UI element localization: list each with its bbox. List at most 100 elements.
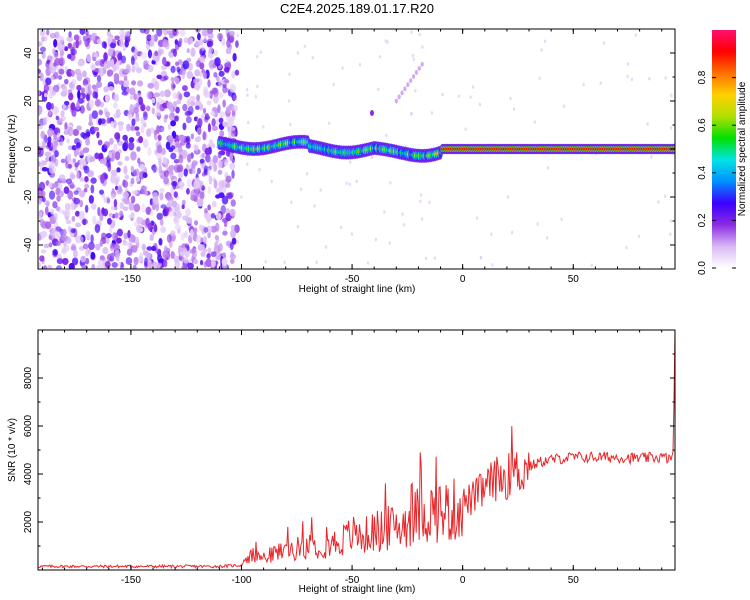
- noise-cell: [420, 61, 424, 67]
- noise-cell: [410, 30, 413, 34]
- noise-cell: [299, 187, 303, 192]
- noise-cell: [103, 173, 109, 180]
- noise-cell: [137, 80, 144, 87]
- noise-cell: [180, 232, 185, 241]
- noise-cell: [151, 97, 156, 104]
- noise-cell: [103, 52, 108, 62]
- noise-cell: [193, 78, 197, 84]
- noise-cell: [119, 38, 124, 48]
- noise-cell: [256, 84, 259, 89]
- noise-cell: [170, 230, 176, 236]
- noise-cell: [167, 123, 172, 130]
- noise-cell: [210, 259, 216, 268]
- noise-cell: [217, 243, 223, 252]
- noise-cell: [669, 126, 673, 130]
- noise-cell: [79, 105, 85, 114]
- noise-cell: [45, 114, 50, 122]
- noise-cell: [229, 84, 237, 93]
- noise-cell: [142, 250, 149, 256]
- noise-cell: [560, 217, 563, 222]
- noise-cell: [215, 212, 222, 221]
- noise-cell: [204, 147, 211, 155]
- noise-cell: [43, 35, 48, 42]
- noise-cell: [112, 119, 117, 129]
- spectrogram-panel: -150 -100 -50 0 50 -40 -20 0 20 40 Height of stra…: [7, 28, 676, 295]
- noise-cell: [234, 224, 240, 234]
- noise-cell: [102, 246, 109, 255]
- noise-cell: [203, 71, 207, 79]
- noise-cell: [52, 71, 59, 80]
- noise-cell: [305, 171, 309, 176]
- noise-cell: [186, 99, 191, 107]
- noise-cell: [185, 137, 190, 143]
- noise-cell: [51, 229, 58, 238]
- noise-cell: [139, 171, 145, 180]
- noise-cell: [54, 150, 59, 158]
- noise-cell: [110, 252, 116, 258]
- noise-cell: [72, 158, 77, 164]
- noise-cell: [128, 201, 135, 211]
- noise-cell: [62, 257, 69, 265]
- noise-cell: [38, 41, 43, 47]
- noise-cell: [173, 191, 178, 198]
- noise-cell: [70, 102, 76, 111]
- noise-cell: [129, 94, 134, 101]
- noise-cell: [63, 100, 70, 106]
- noise-cell: [79, 150, 85, 156]
- noise-cell: [377, 87, 380, 92]
- noise-cell: [189, 37, 194, 44]
- noise-cell: [225, 47, 232, 55]
- noise-cell: [224, 62, 230, 69]
- noise-cell: [213, 49, 219, 57]
- y-tick-label: 2000: [23, 510, 34, 533]
- noise-cell: [87, 83, 92, 92]
- noise-cell: [200, 251, 206, 257]
- noise-cell: [193, 258, 199, 265]
- noise-cell: [73, 34, 80, 41]
- noise-cell: [457, 94, 461, 99]
- noise-cell: [63, 186, 70, 194]
- noise-cell: [110, 58, 115, 68]
- noise-cell: [191, 163, 196, 170]
- noise-cell: [160, 127, 165, 133]
- noise-cell: [163, 177, 170, 185]
- noise-cell: [156, 125, 160, 135]
- noise-cell: [108, 86, 115, 92]
- noise-cell: [222, 86, 228, 94]
- noise-cell: [48, 242, 53, 248]
- y-tick-label: 20: [23, 95, 34, 107]
- noise-cell: [212, 155, 218, 164]
- noise-cell: [149, 234, 154, 241]
- noise-cell: [224, 182, 231, 188]
- spectrogram-ticks: -150 -100 -50 0 50 -40 -20 0 20 40: [23, 28, 675, 285]
- noise-cell: [590, 263, 593, 268]
- noise-cell: [40, 190, 46, 198]
- noise-cell: [116, 228, 123, 237]
- noise-cell: [131, 118, 136, 127]
- noise-cell: [45, 156, 50, 163]
- noise-cell: [196, 135, 202, 143]
- noise-cell: [210, 213, 216, 219]
- noise-cell: [38, 261, 41, 268]
- noise-cell: [203, 90, 211, 99]
- noise-cell: [228, 30, 235, 37]
- noise-cell: [127, 109, 133, 115]
- noise-cell: [201, 29, 209, 37]
- noise-cell: [190, 133, 195, 140]
- noise-cell: [411, 53, 415, 58]
- noise-cell: [637, 234, 641, 239]
- noise-cell: [52, 249, 58, 256]
- noise-cell: [93, 126, 100, 132]
- noise-cell: [67, 53, 72, 59]
- noise-cell: [139, 164, 145, 171]
- noise-cell: [130, 244, 138, 253]
- noise-cell: [140, 185, 146, 195]
- noise-cell: [110, 205, 115, 211]
- noise-cell: [124, 174, 130, 180]
- noise-cell: [397, 94, 401, 100]
- noise-cell: [88, 194, 94, 204]
- noise-cell: [39, 72, 44, 82]
- noise-cell: [178, 38, 183, 44]
- noise-cell: [138, 136, 144, 144]
- noise-cell: [170, 152, 177, 160]
